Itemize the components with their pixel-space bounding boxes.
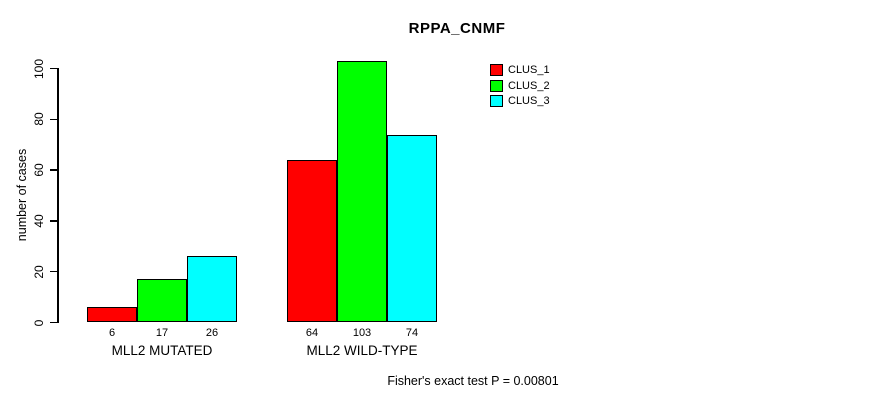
y-tick-label: 0 <box>32 319 46 326</box>
legend-swatch-clus_3 <box>490 95 503 107</box>
legend-swatch-clus_1 <box>490 64 503 76</box>
y-tick-label: 40 <box>32 214 46 228</box>
bar-clus_1 <box>287 159 337 323</box>
y-tick <box>50 169 58 171</box>
y-tick <box>50 220 58 222</box>
legend-label: CLUS_3 <box>508 95 550 107</box>
legend-swatch-clus_2 <box>490 79 503 92</box>
bar-clus_2 <box>337 60 387 323</box>
y-tick-label: 60 <box>32 163 46 177</box>
bar-value-label: 64 <box>305 327 319 339</box>
y-tick <box>50 118 58 121</box>
y-tick-label: 100 <box>32 58 46 79</box>
bar-value-label: 74 <box>405 327 419 339</box>
bar-clus_2 <box>137 279 187 323</box>
bar-clus_3 <box>187 256 237 323</box>
legend-row: CLUS_1 <box>490 64 550 76</box>
category-label: MLL2 WILD-TYPE <box>306 343 418 358</box>
legend-row: CLUS_2 <box>490 79 550 92</box>
chart-title: RPPA_CNMF <box>408 20 506 37</box>
bar-value-label: 17 <box>155 327 169 339</box>
y-tick <box>50 270 58 273</box>
y-tick <box>50 67 58 70</box>
category-label: MLL2 MUTATED <box>111 343 213 358</box>
y-tick <box>50 321 58 324</box>
y-tick-label: 20 <box>32 265 46 279</box>
bar-value-label: 26 <box>205 327 219 339</box>
legend-label: CLUS_2 <box>508 79 550 92</box>
bar-clus_1 <box>87 307 137 323</box>
y-tick-label: 80 <box>32 112 46 126</box>
bar-value-label: 6 <box>108 327 116 339</box>
bar-value-label: 103 <box>352 327 372 339</box>
legend-label: CLUS_1 <box>508 64 550 76</box>
legend: CLUS_1 CLUS_2 CLUS_3 <box>490 64 550 111</box>
legend-row: CLUS_3 <box>490 95 550 107</box>
y-axis-line <box>57 68 59 323</box>
fisher-test-footnote: Fisher's exact test P = 0.00801 <box>387 374 559 388</box>
bar-clus_3 <box>387 134 437 323</box>
y-axis-label: number of cases <box>15 148 29 242</box>
